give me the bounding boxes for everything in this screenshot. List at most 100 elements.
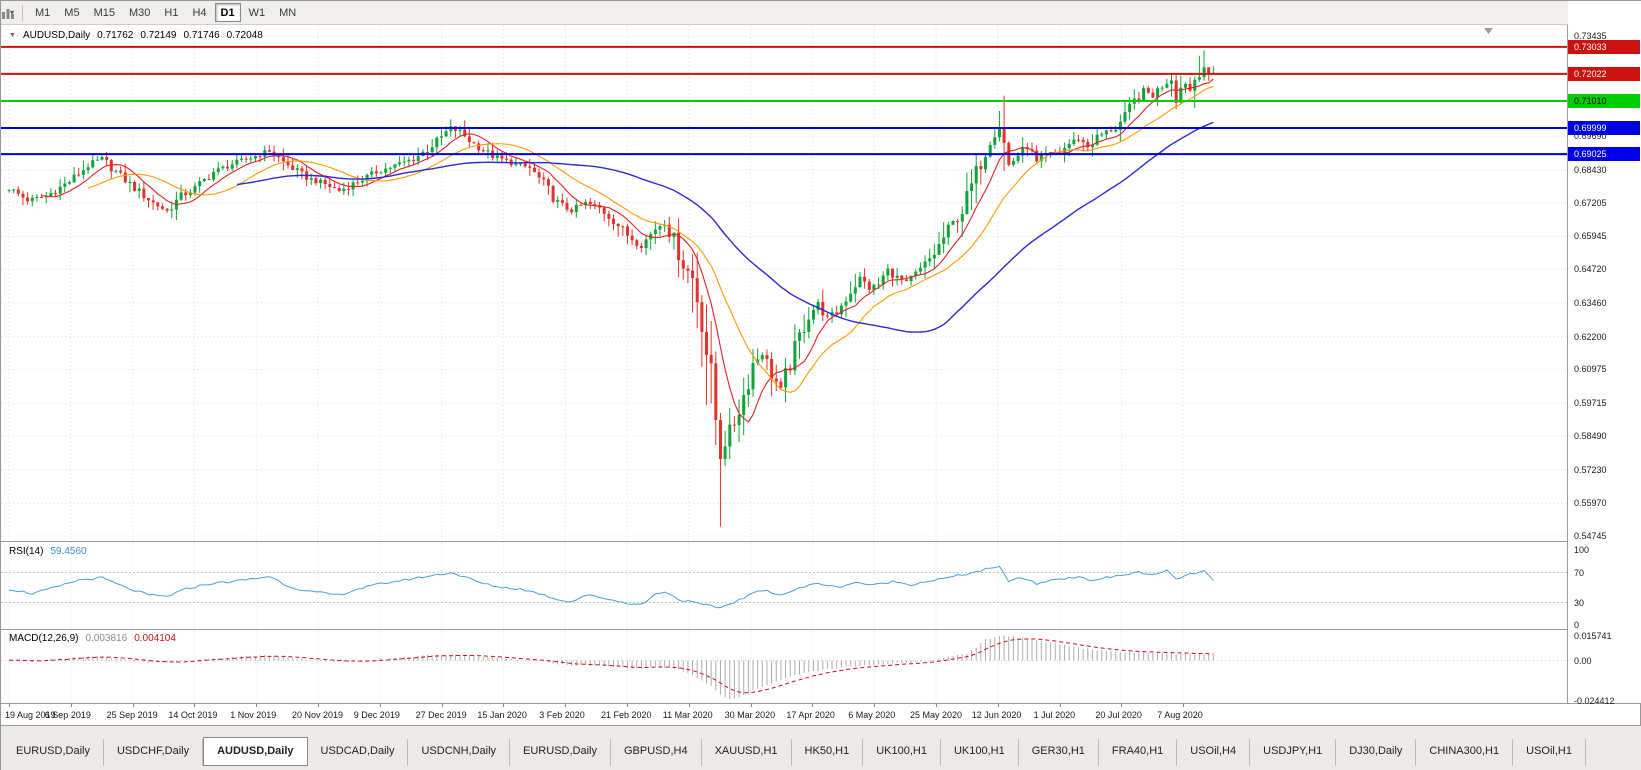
price-scale[interactable]: 0.73435 0.69690 0.68430 0.67205 0.65945 0.647… — [1568, 1, 1641, 706]
timeframe-button-w1[interactable]: W1 — [248, 7, 266, 19]
chart-shift-marker-icon[interactable] — [1484, 28, 1493, 34]
date-tick — [379, 704, 381, 707]
chart-tab-4-usdcnh-daily[interactable]: USDCNH,Daily — [408, 739, 511, 766]
bar-chart-icon — [2, 8, 14, 19]
date-label: 9 Dec 2019 — [353, 710, 400, 720]
price-scale-label: 0.58490 — [1574, 430, 1607, 441]
date-label: 11 Mar 2020 — [662, 710, 713, 720]
chart-tab-16-china300-h1[interactable]: CHINA300,H1 — [1416, 739, 1514, 766]
price-scale-label: 0.55970 — [1574, 498, 1607, 509]
moving-average-18 — [87, 85, 1214, 393]
chart-tab-11-ger30-h1[interactable]: GER30,H1 — [1019, 739, 1099, 766]
date-label: 1 Jul 2020 — [1033, 710, 1076, 720]
timeframe-button-m5[interactable]: M5 — [64, 7, 80, 19]
macd-label: MACD(12,26,9) 0.003816 0.004104 — [9, 633, 176, 644]
chart-symbol: AUDUSD,Daily — [22, 30, 91, 41]
chart-tab-3-usdcad-daily[interactable]: USDCAD,Daily — [308, 739, 409, 766]
chart-tab-bar: EURUSD,Daily USDCHF,Daily AUDUSD,Daily USDC… — [1, 725, 1641, 770]
date-tick — [565, 704, 567, 707]
price-scale-divider — [1567, 25, 1568, 703]
timeframe-button-m1[interactable]: M1 — [35, 7, 51, 19]
rsi-scale-label: 30 — [1574, 597, 1585, 608]
rsi-line — [8, 565, 1214, 609]
macd-signal-value: 0.004104 — [134, 633, 176, 644]
chart-tab-8-hk50-h1[interactable]: HK50,H1 — [792, 739, 864, 766]
timeframe-button-h1[interactable]: H1 — [164, 7, 179, 19]
price-scale-label: 0.65945 — [1574, 231, 1607, 242]
date-tick — [1183, 704, 1185, 707]
date-tick — [936, 704, 937, 707]
rsi-label: RSI(14) 59.4560 — [9, 546, 87, 557]
chart-tab-5-eurusd-daily[interactable]: EURUSD,Daily — [510, 739, 611, 766]
price-scale-label: 0.63460 — [1574, 297, 1607, 308]
macd-main-value: 0.003816 — [85, 633, 128, 644]
date-label: 3 Feb 2020 — [539, 710, 585, 720]
panel-separator[interactable] — [1, 629, 1641, 630]
chart-tab-17-usoil-h1[interactable]: USOil,H1 — [1513, 739, 1586, 766]
date-tick — [441, 704, 443, 707]
macd-histogram — [8, 635, 1214, 700]
date-tick — [194, 704, 196, 707]
date-tick — [503, 704, 505, 707]
timeframe-button-mn[interactable]: MN — [279, 7, 297, 19]
chart-tab-14-usdjpy-h1[interactable]: USDJPY,H1 — [1250, 739, 1337, 766]
price-scale-label: 0.62200 — [1574, 331, 1607, 342]
date-axis[interactable]: 19 Aug 2019 6 Sep 2019 25 Sep 2019 14 Oct 2… — [1, 704, 1567, 725]
price-scale-label: 0.73435 — [1574, 31, 1607, 42]
price-line-badge: 0.72022 — [1568, 66, 1640, 81]
chart-tab-0-eurusd-daily[interactable]: EURUSD,Daily — [3, 739, 104, 766]
date-label: 6 Sep 2019 — [44, 710, 91, 720]
chart-tab-15-dj30-daily[interactable]: DJ30,Daily — [1336, 739, 1417, 766]
date-label: 20 Jul 2020 — [1095, 710, 1142, 720]
timeframe-button-h4[interactable]: H4 — [192, 7, 207, 19]
date-tick — [1121, 704, 1123, 707]
chart-tab-7-xauusd-h1[interactable]: XAUUSD,H1 — [702, 739, 792, 766]
chart-tab-6-gbpusd-h4[interactable]: GBPUSD,H4 — [611, 739, 702, 766]
price-line-badge: 0.69999 — [1568, 121, 1640, 135]
date-tick — [132, 704, 134, 707]
rsi-gridlines — [1, 542, 1567, 629]
chevron-down-icon: ▾ — [10, 8, 15, 17]
macd-scale-label: 0.00 — [1574, 656, 1592, 667]
price-close: 0.72048 — [226, 30, 263, 41]
rsi-value: 59.4560 — [50, 546, 87, 557]
price-scale-label: 0.57230 — [1574, 464, 1607, 475]
chart-tab-10-uk100-h1[interactable]: UK100,H1 — [941, 739, 1019, 766]
candles-layer — [7, 50, 1215, 527]
chart-tab-12-fra40-h1[interactable]: FRA40,H1 — [1099, 739, 1178, 766]
date-tick — [874, 704, 876, 707]
price-scale-label: 0.69690 — [1574, 131, 1607, 142]
date-label: 25 May 2020 — [910, 710, 963, 720]
chart-type-button[interactable]: ▾ — [2, 3, 17, 23]
macd-indicator-chart[interactable] — [1, 630, 1567, 703]
price-scale-label: 0.68430 — [1574, 164, 1607, 175]
timeframe-button-m15[interactable]: M15 — [93, 7, 115, 19]
price-line-badge: 0.69025 — [1568, 147, 1640, 162]
main-price-chart[interactable] — [1, 25, 1567, 541]
moving-average-8 — [41, 78, 1214, 423]
symbol-marker-icon[interactable]: ▼ — [9, 32, 16, 39]
date-label: 14 Oct 2019 — [168, 710, 218, 720]
rsi-name: RSI(14) — [9, 546, 44, 557]
date-tick — [627, 704, 628, 707]
timeframe-button-d1[interactable]: D1 — [214, 3, 241, 22]
date-tick — [318, 704, 319, 707]
price-scale-label: 0.67205 — [1574, 197, 1607, 208]
date-label: 17 Apr 2020 — [786, 710, 835, 720]
toolbar-separator — [22, 4, 24, 21]
date-label: 20 Nov 2019 — [292, 710, 344, 720]
timeframe-toolbar: ▾ M1 M5 M15 M30 H1 H4 D1 W1 MN — [1, 1, 1640, 25]
chart-tab-2-audusd-daily[interactable]: AUDUSD,Daily — [203, 737, 308, 766]
rsi-indicator-chart[interactable] — [1, 542, 1567, 629]
date-tick — [997, 704, 999, 707]
date-label: 12 Jun 2020 — [971, 710, 1022, 720]
chart-tab-13-usoil-h4[interactable]: USOil,H4 — [1177, 739, 1251, 766]
price-scale-label: 0.60975 — [1574, 364, 1607, 375]
panel-separator[interactable] — [1, 541, 1641, 542]
chart-tab-9-uk100-h1[interactable]: UK100,H1 — [863, 739, 941, 766]
timeframe-button-m30[interactable]: M30 — [128, 7, 151, 19]
price-scale-label: 0.64720 — [1574, 264, 1607, 275]
date-label: 19 Aug 2019 — [5, 710, 56, 720]
price-line-badge: 0.73033 — [1568, 39, 1640, 54]
chart-tab-1-usdchf-daily[interactable]: USDCHF,Daily — [104, 739, 204, 766]
